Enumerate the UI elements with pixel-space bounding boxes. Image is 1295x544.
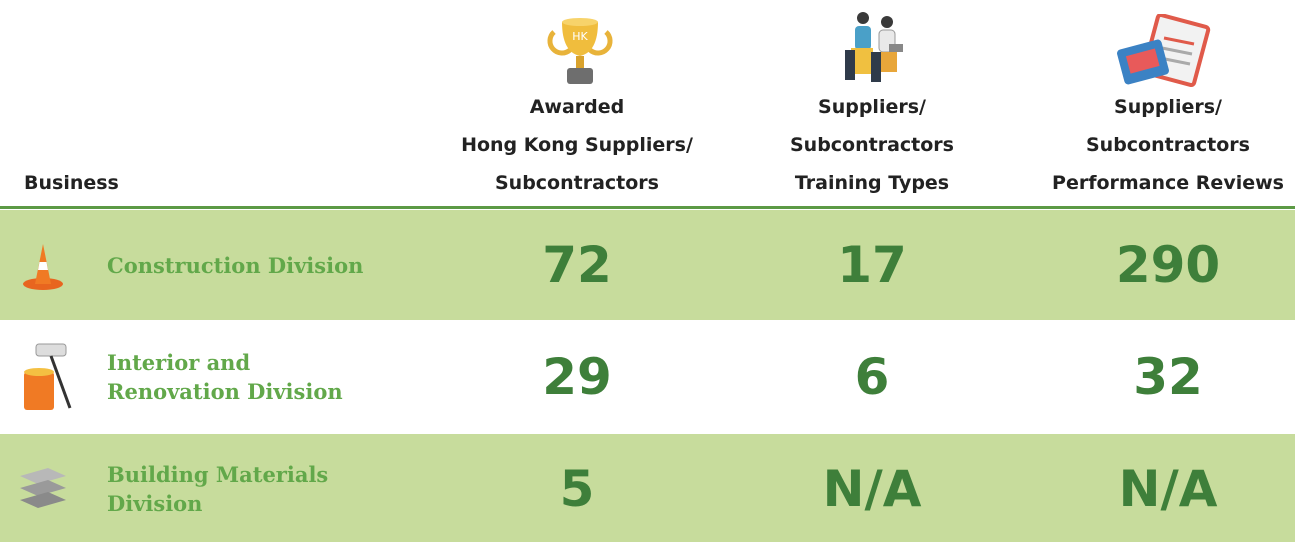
review-icon <box>1117 14 1211 88</box>
division-line: Renovation Division <box>107 379 343 404</box>
cell-value: N/A <box>822 460 922 518</box>
column-header: Suppliers/ Subcontractors Performance Re… <box>1028 88 1295 202</box>
division-name: Construction Division <box>107 251 363 280</box>
division-name: Interior and Renovation Division <box>107 348 343 406</box>
division-line: Division <box>107 491 203 516</box>
cell-value: 32 <box>1133 348 1203 406</box>
cell-value: 17 <box>837 236 907 294</box>
table-row <box>0 434 1295 542</box>
cell-value: 72 <box>542 236 612 294</box>
header-line: Suppliers/ <box>818 96 926 118</box>
division-line: Interior and <box>107 350 251 375</box>
trophy-label: HK <box>572 30 588 43</box>
table-row <box>0 210 1295 320</box>
division-line: Construction Division <box>107 253 364 278</box>
training-icon <box>845 12 903 82</box>
header-rule <box>0 206 1295 209</box>
column-header: Suppliers/ Subcontractors Training Types <box>732 88 1012 202</box>
cell-value: 29 <box>542 348 612 406</box>
steel-icon <box>20 468 66 508</box>
header-line: Subcontractors <box>1085 134 1250 156</box>
division-name: Building Materials Division <box>107 460 328 518</box>
cell-value: 6 <box>854 348 890 406</box>
business-header: Business <box>24 172 119 194</box>
header-line: Hong Kong Suppliers/ <box>461 134 693 156</box>
column-header: Awarded Hong Kong Suppliers/ Subcontract… <box>437 88 717 202</box>
paint-icon <box>24 343 72 410</box>
cell-value: 290 <box>1115 236 1221 294</box>
header-line: Suppliers/ <box>1114 96 1222 118</box>
header-line: Awarded <box>529 96 625 118</box>
header-line: Training Types <box>794 172 950 194</box>
header-line: Subcontractors <box>789 134 954 156</box>
trophy-icon: HK <box>547 18 613 84</box>
cone-icon <box>23 244 63 290</box>
division-line: Building Materials <box>107 462 329 487</box>
header-line: Subcontractors <box>494 172 659 194</box>
header-line: Performance Reviews <box>1052 172 1284 194</box>
cell-value: 5 <box>559 460 595 518</box>
cell-value: N/A <box>1118 460 1218 518</box>
